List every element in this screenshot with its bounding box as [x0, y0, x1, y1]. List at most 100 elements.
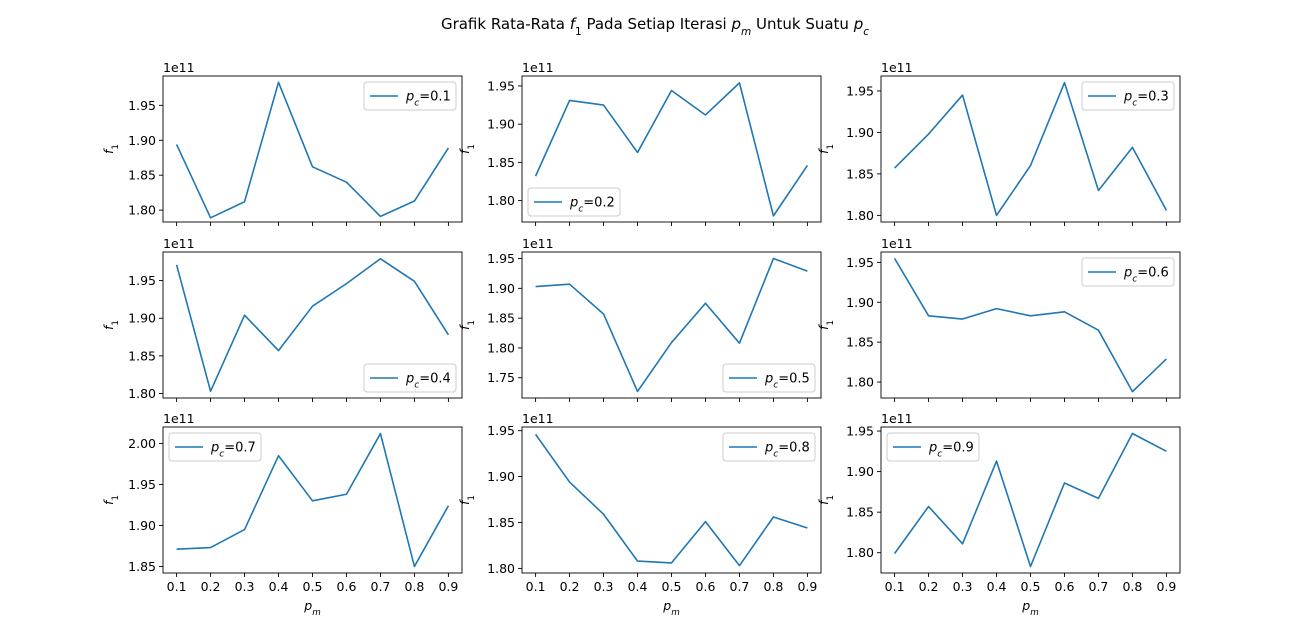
- y-offset-label: 1e11: [522, 411, 554, 426]
- subplot-8: 0.1 0.2 0.3 0.4 0.5 0.6 0.7 0.8 0.9 1.80 1.85 1.90 1…: [457, 411, 822, 618]
- series-line: [176, 432, 450, 568]
- x-tick-label: 0.8: [1122, 579, 1142, 594]
- x-axis-label: pm: [1021, 598, 1038, 618]
- y-tick-label: 1.80: [128, 203, 156, 218]
- y-tick-label: 1.95: [846, 424, 874, 439]
- legend-box: [168, 432, 262, 462]
- x-tick-label: 0.4: [269, 579, 289, 594]
- legend: pc=0.3: [1081, 81, 1175, 111]
- y-axis-label: f1: [816, 320, 836, 330]
- legend: pc=0.1: [363, 81, 457, 111]
- x-tick-label: 0.7: [730, 579, 750, 594]
- y-tick-label: 1.85: [128, 559, 156, 574]
- y-tick-label: 1.85: [487, 515, 515, 530]
- y-offset-label: 1e11: [163, 411, 195, 426]
- y-tick-label: 1.85: [128, 348, 156, 363]
- y-offset-label: 1e11: [881, 236, 913, 251]
- series-line: [175, 81, 450, 219]
- subplot-2: 1.80 1.85 1.90 1.95 1e11 f1 pc=0.2: [457, 60, 822, 226]
- y-tick-label: 1.90: [128, 311, 156, 326]
- y-tick-label: 1.95: [128, 98, 156, 113]
- y-tick-label: 1.90: [128, 518, 156, 533]
- subplot-7: 0.1 0.2 0.3 0.4 0.5 0.6 0.7 0.8 0.9 1.85 1.90 1.95 2…: [101, 411, 463, 618]
- x-tick-label: 0.9: [797, 579, 817, 594]
- y-axis-label: f1: [457, 320, 477, 330]
- y-tick-label: 1.80: [487, 561, 515, 576]
- y-axis-label: f1: [457, 144, 477, 154]
- x-tick-label: 0.6: [1055, 579, 1075, 594]
- x-tick-label: 0.2: [201, 579, 221, 594]
- series-line: [534, 82, 809, 217]
- y-tick-label: 1.85: [846, 166, 874, 181]
- legend: pc=0.7: [168, 432, 262, 462]
- y-axis-label: f1: [101, 320, 121, 330]
- legend-label: pc=0.1: [405, 90, 451, 109]
- y-tick-label: 1.95: [128, 477, 156, 492]
- x-tick-label: 0.4: [987, 579, 1007, 594]
- y-axis-label: f1: [101, 144, 121, 154]
- x-tick-label: 0.8: [404, 579, 424, 594]
- series-line: [894, 81, 1168, 217]
- legend-box: [363, 363, 457, 393]
- y-tick-label: 1.80: [487, 340, 515, 355]
- x-tick-label: 0.1: [885, 579, 905, 594]
- y-tick-label: 1.85: [846, 505, 874, 520]
- subplot-1: 1.80 1.85 1.90 1.95 1e11 f1 pc=0.1: [101, 60, 463, 226]
- series-line: [893, 432, 1167, 568]
- y-tick-label: 1.80: [846, 208, 874, 223]
- legend-label: pc=0.7: [210, 441, 256, 460]
- legend-label: pc=0.2: [569, 196, 615, 215]
- x-tick-label: 0.1: [526, 579, 546, 594]
- y-tick-label: 1.90: [487, 469, 515, 484]
- legend: pc=0.2: [527, 187, 621, 217]
- legend-label: pc=0.4: [405, 372, 451, 391]
- series-line: [893, 257, 1167, 393]
- x-tick-label: 0.3: [594, 579, 614, 594]
- x-tick-label: 0.4: [628, 579, 648, 594]
- x-tick-label: 0.5: [303, 579, 323, 594]
- y-tick-label: 1.80: [846, 545, 874, 560]
- y-tick-label: 1.75: [487, 370, 515, 385]
- y-axis-label: f1: [457, 495, 477, 505]
- subplot-9: 0.1 0.2 0.3 0.4 0.5 0.6 0.7 0.8 0.9 1.80 1.85 1.90 1…: [816, 411, 1181, 618]
- y-offset-label: 1e11: [522, 236, 554, 251]
- y-offset-label: 1e11: [163, 236, 195, 251]
- legend-label: pc=0.8: [764, 441, 810, 460]
- y-tick-label: 1.80: [846, 375, 874, 390]
- legend: pc=0.6: [1081, 257, 1175, 287]
- y-tick-label: 1.95: [846, 255, 874, 270]
- subplot-5: 1.75 1.80 1.85 1.90 1.95 1e11 f1 pc=0.5: [457, 236, 822, 402]
- series-line: [534, 433, 808, 567]
- legend: pc=0.4: [363, 363, 457, 393]
- x-axis-label: pm: [303, 598, 320, 618]
- legend-label: pc=0.5: [764, 372, 810, 391]
- x-tick-label: 0.9: [438, 579, 458, 594]
- y-tick-label: 1.95: [487, 78, 515, 93]
- y-tick-label: 1.85: [128, 168, 156, 183]
- legend-box: [722, 432, 816, 462]
- legend-label: pc=0.3: [1123, 90, 1169, 109]
- y-tick-label: 1.80: [487, 193, 515, 208]
- x-tick-label: 0.5: [662, 579, 682, 594]
- x-tick-label: 0.7: [1089, 579, 1109, 594]
- x-tick-label: 0.2: [560, 579, 580, 594]
- legend-box: [1081, 257, 1175, 287]
- series-line: [175, 257, 450, 393]
- subplot-4: 1.80 1.85 1.90 1.95 1e11 f1 pc=0.4: [101, 236, 463, 402]
- y-axis-label: f1: [816, 495, 836, 505]
- subplot-grid: 1.80 1.85 1.90 1.95 1e11 f1 pc=0.1 1.80 1.85 1.90…: [101, 60, 1181, 618]
- x-tick-label: 0.9: [1156, 579, 1176, 594]
- y-tick-label: 1.95: [487, 423, 515, 438]
- y-axis-label: f1: [816, 144, 836, 154]
- legend: pc=0.5: [722, 363, 816, 393]
- y-tick-label: 1.85: [487, 155, 515, 170]
- x-tick-label: 0.6: [696, 579, 716, 594]
- y-tick-label: 1.80: [128, 386, 156, 401]
- y-tick-label: 1.85: [846, 335, 874, 350]
- x-tick-label: 0.2: [919, 579, 939, 594]
- legend: pc=0.8: [722, 432, 816, 462]
- legend-label: pc=0.6: [1123, 266, 1169, 285]
- x-tick-label: 0.7: [371, 579, 391, 594]
- y-tick-label: 1.90: [846, 125, 874, 140]
